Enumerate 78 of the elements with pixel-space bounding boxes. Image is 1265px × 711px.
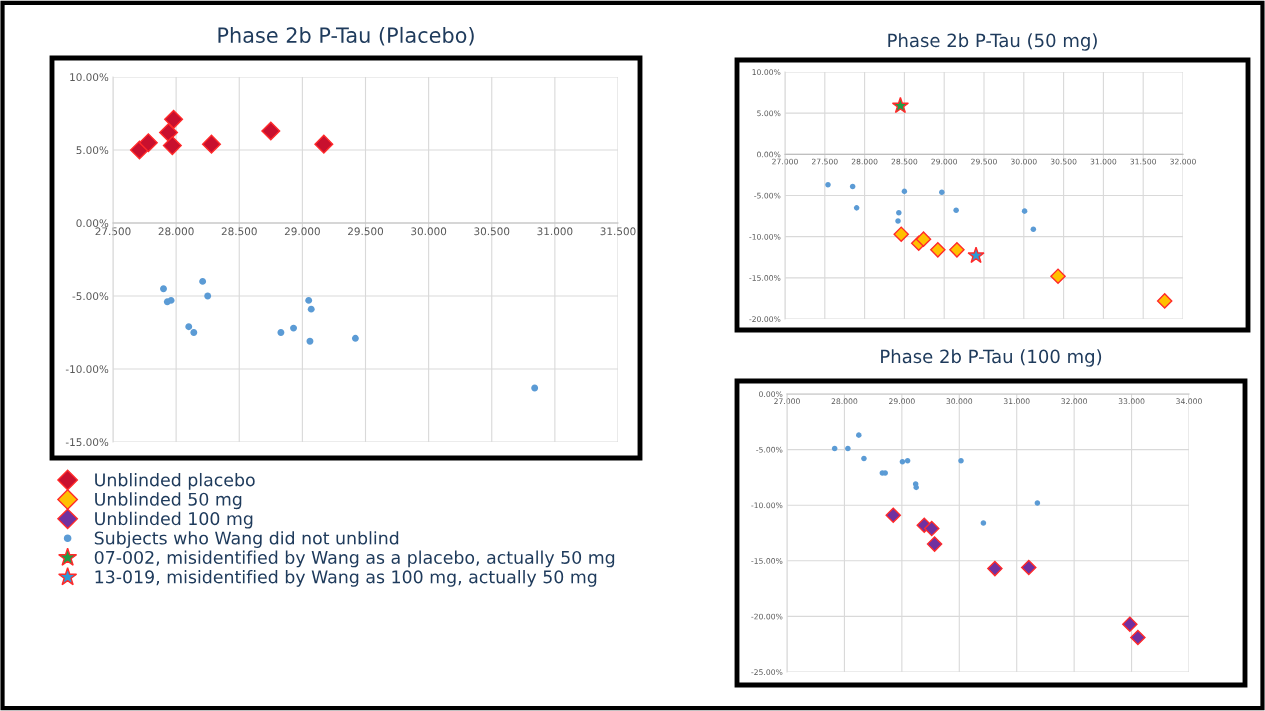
point	[899, 459, 906, 465]
x-tick-label: 28.500	[221, 227, 257, 236]
point	[1030, 226, 1037, 233]
point	[531, 384, 539, 392]
y-tick-label: 5.00%	[76, 146, 109, 155]
point	[853, 205, 860, 211]
x-tick-label: 28.000	[158, 227, 194, 236]
point	[861, 455, 867, 462]
point	[1034, 500, 1041, 506]
point	[953, 207, 959, 214]
legend-label: Subjects who Wang did not unblind	[94, 531, 399, 548]
point	[164, 109, 184, 129]
point	[891, 96, 910, 114]
point	[185, 323, 193, 331]
point	[201, 134, 222, 154]
point	[987, 560, 1003, 577]
y-tick-label: -5.00%	[72, 292, 109, 301]
point	[160, 285, 167, 293]
point	[896, 210, 902, 216]
point	[895, 218, 901, 224]
point	[926, 536, 943, 552]
x-tick-label: 31.500	[600, 227, 636, 236]
point	[1050, 268, 1066, 284]
legend-label: Unblinded placebo	[95, 472, 255, 490]
x-tick-label: 29.000	[284, 227, 320, 236]
x-tick-label: 30.500	[474, 227, 510, 236]
point	[277, 329, 285, 336]
point	[893, 226, 909, 242]
point	[305, 296, 313, 304]
point	[958, 457, 964, 464]
x-tick-label: 27.500	[95, 227, 131, 236]
chart-title: Phase 2b P-Tau (50 mg)	[888, 33, 1097, 51]
x-tick-label: 31.000	[537, 227, 573, 236]
point	[1156, 293, 1173, 309]
point	[930, 242, 946, 258]
point	[939, 189, 945, 195]
y-tick-label: -15.00%	[65, 438, 109, 447]
y-tick-label: 0.00%	[76, 219, 109, 228]
point	[980, 520, 987, 526]
x-tick-label: 30.000	[411, 227, 447, 236]
point	[949, 242, 965, 258]
point	[199, 277, 207, 285]
point	[290, 324, 298, 332]
y-tick-label: -10.00%	[65, 365, 109, 374]
point	[306, 337, 314, 345]
legend-label: Unblinded 50 mg	[95, 492, 242, 510]
point	[307, 305, 315, 313]
point	[849, 183, 856, 190]
point	[167, 296, 175, 304]
point	[856, 432, 862, 438]
point	[1122, 616, 1138, 632]
point	[162, 136, 182, 156]
point	[190, 329, 198, 336]
point	[915, 231, 932, 247]
chart-title: Phase 2b P-Tau (100 mg)	[881, 349, 1102, 367]
point	[1130, 629, 1146, 646]
point	[351, 334, 359, 342]
point	[885, 507, 902, 523]
point	[1021, 559, 1037, 576]
point	[913, 484, 919, 491]
point	[901, 188, 908, 195]
point	[1021, 208, 1028, 214]
y-tick-label: 10.00%	[70, 73, 109, 82]
point	[825, 182, 831, 188]
legend-label: 13-019, misidentified by Wang as 100 mg, actually 50 mg	[95, 569, 597, 587]
point	[923, 520, 940, 537]
point	[904, 457, 911, 464]
x-tick-label: 29.500	[348, 227, 384, 236]
point	[261, 121, 281, 141]
point	[845, 445, 851, 452]
chart-title: Phase 2b P-Tau (Placebo)	[218, 26, 474, 46]
legend-label: 07-002, misidentified by Wang as a placebo, actually 50 mg	[94, 550, 615, 568]
point	[314, 134, 334, 154]
point	[967, 246, 985, 264]
point	[204, 292, 212, 300]
legend-label: Unblinded 100 mg	[95, 511, 253, 529]
point	[831, 445, 838, 452]
point	[138, 133, 158, 153]
